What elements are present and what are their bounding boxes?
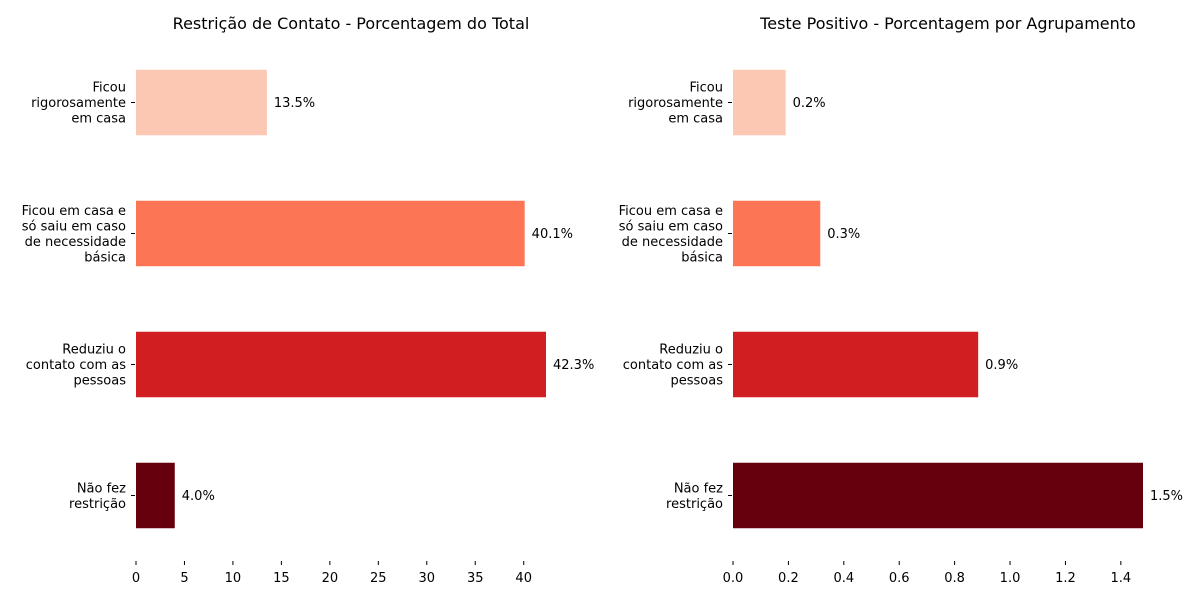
category-label: Não fez restrição bbox=[69, 481, 126, 512]
category-label-line: contato com as bbox=[26, 358, 126, 373]
category-label-line: só saiu em caso bbox=[22, 219, 126, 234]
category-label-line: Reduziu o bbox=[659, 343, 723, 358]
category-label-line: pessoas bbox=[671, 374, 724, 389]
category-label-line: rigorosamente bbox=[628, 96, 723, 111]
chart-title: Restrição de Contato - Porcentagem do To… bbox=[173, 14, 530, 33]
data-label: 0.2% bbox=[793, 96, 826, 111]
category-label: Ficou em casa e só saiu em caso de necessi… bbox=[619, 204, 723, 266]
x-tick-label: 25 bbox=[370, 571, 387, 586]
data-label: 0.9% bbox=[985, 358, 1018, 373]
category-label: Reduziu o contato com as pessoas bbox=[623, 343, 723, 389]
x-tick-label: 20 bbox=[322, 571, 339, 586]
category-label-line: de necessidade bbox=[622, 235, 723, 250]
category-label-line: Ficou em casa e bbox=[22, 204, 126, 219]
chart-panel-contact-restriction: Restrição de Contato - Porcentagem do To… bbox=[22, 14, 595, 586]
x-tick-label: 0.6 bbox=[889, 571, 910, 586]
x-tick-label: 0.4 bbox=[833, 571, 854, 586]
x-tick-label: 35 bbox=[467, 571, 484, 586]
category-label: Reduziu o contato com as pessoas bbox=[26, 343, 126, 389]
x-tick-label: 0 bbox=[132, 571, 140, 586]
category-label-line: só saiu em caso bbox=[619, 219, 723, 234]
category-label-line: básica bbox=[84, 250, 126, 265]
category-label-line: em casa bbox=[71, 112, 126, 127]
x-tick-label: 1.0 bbox=[1000, 571, 1021, 586]
category-label-line: Não fez bbox=[674, 481, 723, 496]
data-label: 13.5% bbox=[274, 96, 315, 111]
category-label: Ficou rigorosamente em casa bbox=[31, 81, 126, 127]
bar bbox=[733, 462, 1143, 529]
category-label-line: restrição bbox=[69, 497, 126, 512]
x-tick-label: 15 bbox=[273, 571, 290, 586]
category-label: Não fez restrição bbox=[666, 481, 723, 512]
bar bbox=[136, 200, 525, 267]
x-tick-label: 10 bbox=[225, 571, 242, 586]
x-tick-label: 0.8 bbox=[944, 571, 965, 586]
x-tick-label: 1.2 bbox=[1055, 571, 1076, 586]
x-tick-label: 5 bbox=[180, 571, 188, 586]
category-label-line: Ficou bbox=[93, 81, 126, 96]
category-label: Ficou em casa e só saiu em caso de necessi… bbox=[22, 204, 126, 266]
data-label: 1.5% bbox=[1150, 489, 1183, 504]
data-label: 4.0% bbox=[182, 489, 215, 504]
category-label-line: Ficou bbox=[690, 81, 723, 96]
bar bbox=[733, 331, 979, 398]
x-tick-label: 0.2 bbox=[778, 571, 799, 586]
category-label-line: pessoas bbox=[74, 374, 127, 389]
bar bbox=[136, 69, 267, 136]
category-label-line: Não fez bbox=[77, 481, 126, 496]
category-label-line: restrição bbox=[666, 497, 723, 512]
x-tick-label: 0.0 bbox=[723, 571, 744, 586]
x-tick-label: 40 bbox=[515, 571, 532, 586]
x-tick-label: 30 bbox=[419, 571, 436, 586]
bar bbox=[733, 69, 786, 136]
category-label: Ficou rigorosamente em casa bbox=[628, 81, 723, 127]
category-label-line: Ficou em casa e bbox=[619, 204, 723, 219]
category-label-line: em casa bbox=[668, 112, 723, 127]
data-label: 42.3% bbox=[553, 358, 594, 373]
x-tick-label: 1.4 bbox=[1110, 571, 1131, 586]
category-label-line: Reduziu o bbox=[62, 343, 126, 358]
category-label-line: de necessidade bbox=[25, 235, 126, 250]
category-label-line: rigorosamente bbox=[31, 96, 126, 111]
data-label: 0.3% bbox=[827, 227, 860, 242]
bar bbox=[733, 200, 821, 267]
bar bbox=[136, 462, 175, 529]
category-label-line: contato com as bbox=[623, 358, 723, 373]
chart-title: Teste Positivo - Porcentagem por Agrupam… bbox=[759, 14, 1136, 33]
category-label-line: básica bbox=[681, 250, 723, 265]
data-label: 40.1% bbox=[532, 227, 573, 242]
bar bbox=[136, 331, 546, 398]
chart-panel-positive-test: Teste Positivo - Porcentagem por Agrupam… bbox=[619, 14, 1183, 586]
